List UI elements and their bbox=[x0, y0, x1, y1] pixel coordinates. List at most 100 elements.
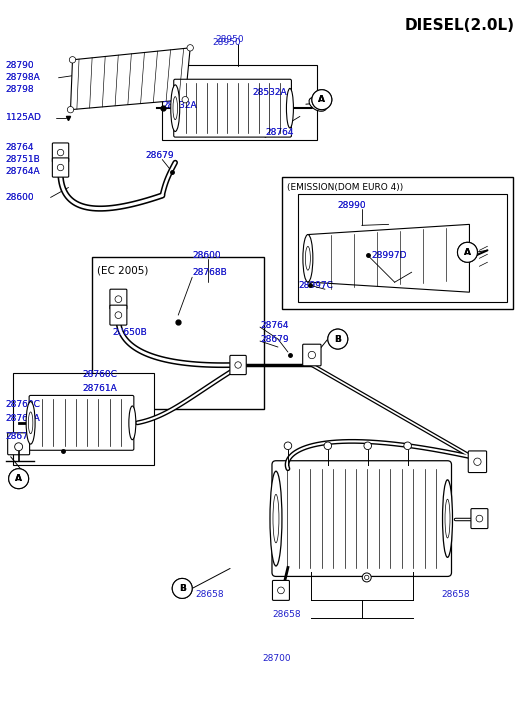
Circle shape bbox=[328, 329, 348, 349]
Bar bbox=[13, 373, 154, 465]
FancyBboxPatch shape bbox=[110, 305, 127, 325]
Text: 28764: 28764 bbox=[260, 321, 289, 329]
Text: 28764A: 28764A bbox=[6, 167, 40, 176]
Circle shape bbox=[115, 312, 122, 318]
Text: 28679: 28679 bbox=[260, 334, 289, 344]
Text: 28751B: 28751B bbox=[6, 155, 40, 164]
Text: 28764: 28764 bbox=[260, 321, 289, 329]
Text: B: B bbox=[179, 584, 186, 593]
Circle shape bbox=[278, 587, 285, 594]
Circle shape bbox=[404, 442, 412, 449]
Circle shape bbox=[15, 443, 23, 451]
FancyBboxPatch shape bbox=[468, 451, 487, 473]
Text: 28764A: 28764A bbox=[6, 167, 40, 176]
Text: 28768B: 28768B bbox=[192, 268, 227, 277]
Circle shape bbox=[324, 442, 332, 449]
Circle shape bbox=[115, 296, 122, 302]
Circle shape bbox=[474, 458, 481, 465]
Circle shape bbox=[457, 242, 477, 262]
FancyBboxPatch shape bbox=[471, 509, 488, 529]
Text: 28679: 28679 bbox=[260, 334, 289, 344]
Text: 28600: 28600 bbox=[6, 193, 34, 202]
Text: 1125AD: 1125AD bbox=[6, 113, 41, 122]
Text: 28798A: 28798A bbox=[6, 73, 40, 82]
Text: B: B bbox=[334, 334, 341, 344]
Circle shape bbox=[187, 44, 193, 51]
Text: 28679: 28679 bbox=[6, 433, 34, 441]
Text: 28658: 28658 bbox=[442, 590, 470, 599]
Ellipse shape bbox=[445, 499, 450, 538]
Text: 28600: 28600 bbox=[192, 251, 221, 260]
Text: 28950: 28950 bbox=[212, 39, 241, 47]
Text: 28679: 28679 bbox=[6, 433, 34, 441]
Text: 28760C: 28760C bbox=[82, 371, 118, 379]
Text: 28700: 28700 bbox=[262, 654, 291, 663]
Ellipse shape bbox=[26, 401, 35, 444]
Text: 28798: 28798 bbox=[6, 85, 34, 95]
FancyBboxPatch shape bbox=[230, 356, 246, 374]
Text: 28764: 28764 bbox=[6, 143, 34, 152]
Text: A: A bbox=[464, 248, 471, 257]
Text: 28997D: 28997D bbox=[372, 251, 407, 260]
Bar bbox=[298, 194, 507, 302]
Text: 1125AD: 1125AD bbox=[6, 113, 41, 122]
Text: 28761A: 28761A bbox=[82, 385, 117, 393]
Circle shape bbox=[235, 362, 242, 369]
Text: 28751B: 28751B bbox=[6, 155, 40, 164]
Circle shape bbox=[69, 57, 76, 63]
Circle shape bbox=[182, 97, 188, 103]
Ellipse shape bbox=[273, 494, 279, 543]
Text: 28790: 28790 bbox=[6, 61, 34, 71]
Text: 28997D: 28997D bbox=[372, 251, 407, 260]
Circle shape bbox=[457, 242, 477, 262]
Text: 28760C: 28760C bbox=[82, 371, 118, 379]
Text: 28650B: 28650B bbox=[112, 328, 147, 337]
Circle shape bbox=[9, 469, 29, 489]
Text: 28761A: 28761A bbox=[82, 385, 117, 393]
Text: 28997C: 28997C bbox=[298, 281, 333, 289]
Text: 28761A: 28761A bbox=[6, 414, 40, 423]
Ellipse shape bbox=[309, 97, 327, 111]
Text: 28764: 28764 bbox=[265, 128, 293, 137]
Ellipse shape bbox=[306, 246, 310, 270]
Circle shape bbox=[308, 351, 316, 358]
Text: 28760C: 28760C bbox=[6, 401, 40, 409]
Text: 28532A: 28532A bbox=[162, 101, 197, 111]
FancyBboxPatch shape bbox=[52, 143, 69, 162]
FancyBboxPatch shape bbox=[303, 344, 321, 366]
Text: 28761A: 28761A bbox=[6, 414, 40, 423]
Text: 28950: 28950 bbox=[215, 36, 244, 44]
Circle shape bbox=[57, 164, 64, 171]
Ellipse shape bbox=[129, 406, 136, 440]
Ellipse shape bbox=[270, 471, 282, 566]
FancyBboxPatch shape bbox=[52, 158, 69, 177]
Text: (EMISSION(DOM EURO 4)): (EMISSION(DOM EURO 4)) bbox=[287, 183, 403, 193]
Text: A: A bbox=[15, 474, 22, 483]
Bar bbox=[92, 257, 264, 409]
Text: 28679: 28679 bbox=[145, 151, 174, 160]
Text: 28764: 28764 bbox=[6, 143, 34, 152]
Circle shape bbox=[364, 575, 369, 579]
FancyBboxPatch shape bbox=[272, 461, 452, 577]
Text: 28790: 28790 bbox=[6, 61, 34, 71]
Text: 28532A: 28532A bbox=[252, 88, 287, 97]
Text: 28798: 28798 bbox=[6, 85, 34, 95]
Text: 28997C: 28997C bbox=[298, 281, 333, 289]
FancyBboxPatch shape bbox=[174, 79, 291, 137]
Circle shape bbox=[312, 89, 332, 110]
Circle shape bbox=[172, 579, 192, 598]
Circle shape bbox=[67, 106, 74, 113]
Ellipse shape bbox=[173, 97, 177, 120]
Text: A: A bbox=[15, 474, 22, 483]
Bar bbox=[162, 65, 317, 140]
Text: (EC 2005): (EC 2005) bbox=[98, 265, 149, 276]
Circle shape bbox=[284, 442, 292, 449]
Text: 28658: 28658 bbox=[195, 590, 224, 599]
Circle shape bbox=[172, 579, 192, 598]
Ellipse shape bbox=[171, 85, 180, 132]
Text: 28760C: 28760C bbox=[6, 401, 40, 409]
Ellipse shape bbox=[28, 412, 33, 434]
FancyBboxPatch shape bbox=[8, 433, 29, 455]
Text: 28679: 28679 bbox=[145, 151, 174, 160]
Circle shape bbox=[312, 89, 332, 110]
